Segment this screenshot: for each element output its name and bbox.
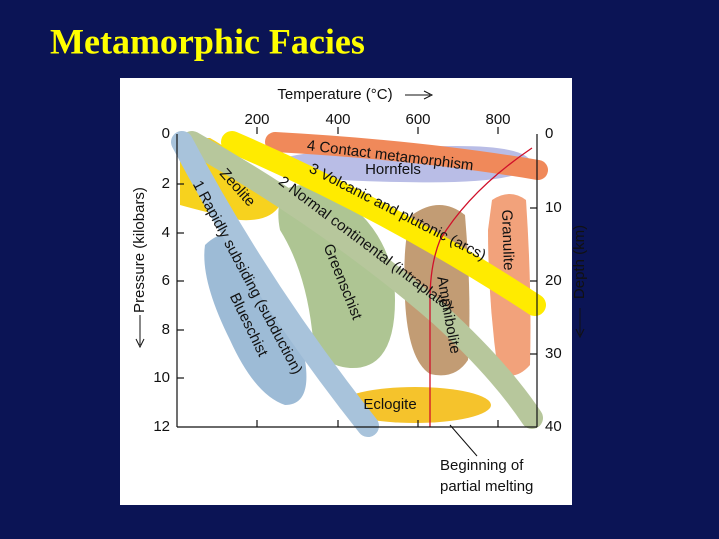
- pressure-tick: 8: [162, 321, 170, 338]
- temperature-tick: 600: [405, 111, 430, 128]
- temperature-arrow: [405, 90, 434, 100]
- eclogite-field: [339, 387, 491, 423]
- pressure-tick: 0: [162, 125, 170, 142]
- pressure-tick: 6: [162, 272, 170, 289]
- greenschist-field: [278, 185, 395, 369]
- pressure-label: Pressure (kilobars): [131, 187, 148, 313]
- melting-curve: [429, 147, 533, 427]
- facies-label: Eclogite: [363, 396, 416, 413]
- facies-label: Hornfels: [365, 161, 421, 178]
- depth-label: Depth (km): [571, 225, 588, 299]
- depth-tick: 10: [545, 199, 562, 216]
- temperature-tick: 400: [325, 111, 350, 128]
- depth-tick: 20: [545, 272, 562, 289]
- temperature-tick: 800: [485, 111, 510, 128]
- depth-arrow: [575, 308, 585, 339]
- axes: [176, 127, 538, 428]
- subduction-band: [171, 131, 379, 437]
- pressure-tick: 2: [162, 175, 170, 192]
- depth-tick: 30: [545, 345, 562, 362]
- band-number: 4: [306, 137, 316, 155]
- depth-tick: 40: [545, 418, 562, 435]
- pressure-arrow: [135, 315, 145, 349]
- leader-line: [449, 424, 478, 457]
- continental-band: [181, 131, 543, 429]
- temperature-tick: 200: [244, 111, 269, 128]
- arc-band: [221, 131, 546, 316]
- blueschist-field: [204, 233, 307, 405]
- annotation: partial melting: [440, 478, 533, 495]
- pressure-tick: 10: [153, 369, 170, 386]
- temperature-label: Temperature (°C): [277, 86, 392, 103]
- pressure-tick: 4: [162, 224, 170, 241]
- depth-tick: 0: [545, 125, 553, 142]
- pressure-tick: 12: [153, 418, 170, 435]
- annotation: Beginning of: [440, 457, 524, 474]
- facies-label: Granulite: [498, 209, 517, 270]
- slide-title: Metamorphic Facies: [50, 21, 365, 61]
